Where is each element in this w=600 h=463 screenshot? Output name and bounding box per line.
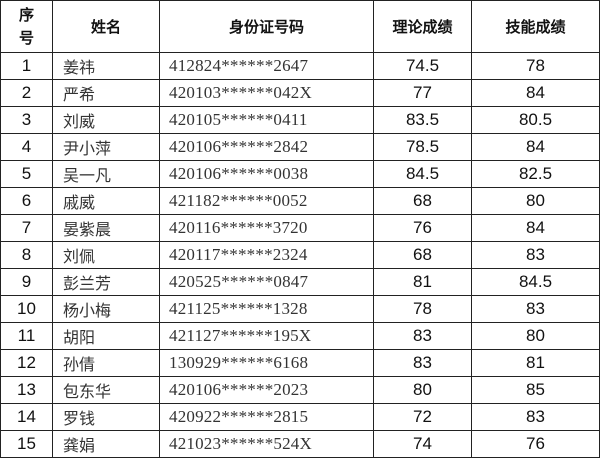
cell-id: 420105******0411 bbox=[159, 106, 374, 134]
cell-theory: 80 bbox=[373, 376, 472, 404]
cell-name: 戚威 bbox=[52, 187, 160, 215]
cell-id: 420525******0847 bbox=[159, 268, 374, 296]
cell-name: 孙倩 bbox=[52, 349, 160, 377]
cell-theory: 68 bbox=[373, 187, 472, 215]
cell-name: 胡阳 bbox=[52, 322, 160, 350]
table-row: 5 吴一凡 420106******0038 84.5 82.5 bbox=[0, 160, 600, 188]
table-row: 13 包东华 420106******2023 80 85 bbox=[0, 376, 600, 404]
cell-theory: 83.5 bbox=[373, 106, 472, 134]
cell-skill: 84 bbox=[471, 133, 600, 161]
cell-theory: 78.5 bbox=[373, 133, 472, 161]
cell-name: 尹小萍 bbox=[52, 133, 160, 161]
cell-name: 杨小梅 bbox=[52, 295, 160, 323]
cell-seq: 12 bbox=[0, 349, 53, 377]
table-row: 9 彭兰芳 420525******0847 81 84.5 bbox=[0, 268, 600, 296]
cell-id: 420922******2815 bbox=[159, 403, 374, 431]
table-row: 6 戚威 421182******0052 68 80 bbox=[0, 187, 600, 215]
header-skill: 技能成绩 bbox=[471, 0, 600, 53]
header-theory: 理论成绩 bbox=[373, 0, 472, 53]
cell-name: 严希 bbox=[52, 79, 160, 107]
cell-theory: 77 bbox=[373, 79, 472, 107]
cell-seq: 3 bbox=[0, 106, 53, 134]
cell-name: 晏紫晨 bbox=[52, 214, 160, 242]
cell-name: 姜祎 bbox=[52, 52, 160, 80]
cell-name: 龚娟 bbox=[52, 430, 160, 458]
cell-id: 421125******1328 bbox=[159, 295, 374, 323]
table-row: 1 姜祎 412824******2647 74.5 78 bbox=[0, 52, 600, 80]
table-row: 2 严希 420103******042X 77 84 bbox=[0, 79, 600, 107]
cell-theory: 81 bbox=[373, 268, 472, 296]
cell-id: 420106******2023 bbox=[159, 376, 374, 404]
cell-skill: 84.5 bbox=[471, 268, 600, 296]
cell-seq: 4 bbox=[0, 133, 53, 161]
cell-id: 130929******6168 bbox=[159, 349, 374, 377]
cell-skill: 83 bbox=[471, 241, 600, 269]
cell-name: 刘佩 bbox=[52, 241, 160, 269]
table-row: 3 刘威 420105******0411 83.5 80.5 bbox=[0, 106, 600, 134]
cell-theory: 72 bbox=[373, 403, 472, 431]
cell-id: 420106******2842 bbox=[159, 133, 374, 161]
cell-theory: 83 bbox=[373, 322, 472, 350]
cell-name: 罗钱 bbox=[52, 403, 160, 431]
table-row: 15 龚娟 421023******524X 74 76 bbox=[0, 430, 600, 458]
table-row: 10 杨小梅 421125******1328 78 83 bbox=[0, 295, 600, 323]
header-name: 姓名 bbox=[52, 0, 160, 53]
cell-id: 420103******042X bbox=[159, 79, 374, 107]
cell-theory: 83 bbox=[373, 349, 472, 377]
cell-skill: 83 bbox=[471, 295, 600, 323]
cell-skill: 80 bbox=[471, 187, 600, 215]
cell-seq: 8 bbox=[0, 241, 53, 269]
cell-seq: 14 bbox=[0, 403, 53, 431]
cell-skill: 82.5 bbox=[471, 160, 600, 188]
cell-seq: 15 bbox=[0, 430, 53, 458]
cell-theory: 84.5 bbox=[373, 160, 472, 188]
cell-seq: 5 bbox=[0, 160, 53, 188]
header-seq-line2: 号 bbox=[18, 28, 34, 47]
cell-skill: 80.5 bbox=[471, 106, 600, 134]
cell-id: 421127******195X bbox=[159, 322, 374, 350]
cell-skill: 80 bbox=[471, 322, 600, 350]
cell-id: 420106******0038 bbox=[159, 160, 374, 188]
cell-theory: 68 bbox=[373, 241, 472, 269]
table-row: 11 胡阳 421127******195X 83 80 bbox=[0, 322, 600, 350]
header-seq: 序号 bbox=[0, 0, 53, 53]
cell-skill: 83 bbox=[471, 403, 600, 431]
cell-theory: 74.5 bbox=[373, 52, 472, 80]
table-row: 12 孙倩 130929******6168 83 81 bbox=[0, 349, 600, 377]
cell-skill: 84 bbox=[471, 79, 600, 107]
header-seq-line1: 序 bbox=[18, 5, 34, 24]
cell-name: 包东华 bbox=[52, 376, 160, 404]
table-row: 14 罗钱 420922******2815 72 83 bbox=[0, 403, 600, 431]
cell-skill: 78 bbox=[471, 52, 600, 80]
cell-seq: 11 bbox=[0, 322, 53, 350]
cell-theory: 78 bbox=[373, 295, 472, 323]
cell-skill: 85 bbox=[471, 376, 600, 404]
cell-skill: 76 bbox=[471, 430, 600, 458]
cell-skill: 84 bbox=[471, 214, 600, 242]
header-id: 身份证号码 bbox=[159, 0, 374, 53]
table-row: 7 晏紫晨 420116******3720 76 84 bbox=[0, 214, 600, 242]
table-row: 4 尹小萍 420106******2842 78.5 84 bbox=[0, 133, 600, 161]
table-row: 8 刘佩 420117******2324 68 83 bbox=[0, 241, 600, 269]
cell-name: 彭兰芳 bbox=[52, 268, 160, 296]
cell-id: 421182******0052 bbox=[159, 187, 374, 215]
cell-name: 吴一凡 bbox=[52, 160, 160, 188]
cell-name: 刘威 bbox=[52, 106, 160, 134]
cell-seq: 1 bbox=[0, 52, 53, 80]
cell-seq: 13 bbox=[0, 376, 53, 404]
header-row: 序号 姓名 身份证号码 理论成绩 技能成绩 bbox=[0, 0, 600, 53]
cell-id: 412824******2647 bbox=[159, 52, 374, 80]
cell-id: 421023******524X bbox=[159, 430, 374, 458]
cell-skill: 81 bbox=[471, 349, 600, 377]
cell-seq: 7 bbox=[0, 214, 53, 242]
cell-theory: 76 bbox=[373, 214, 472, 242]
cell-seq: 6 bbox=[0, 187, 53, 215]
cell-id: 420116******3720 bbox=[159, 214, 374, 242]
cell-id: 420117******2324 bbox=[159, 241, 374, 269]
cell-seq: 9 bbox=[0, 268, 53, 296]
cell-seq: 10 bbox=[0, 295, 53, 323]
cell-seq: 2 bbox=[0, 79, 53, 107]
cell-theory: 74 bbox=[373, 430, 472, 458]
